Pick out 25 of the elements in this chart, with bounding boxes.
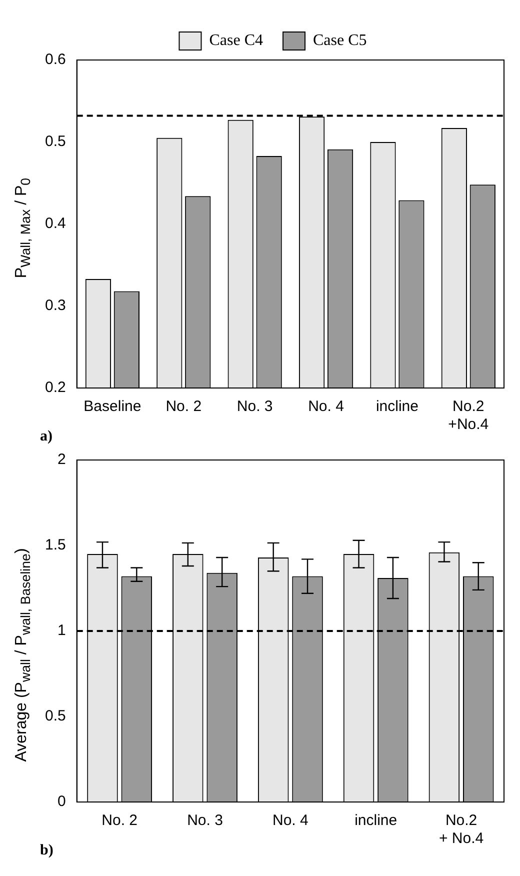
text: a) xyxy=(40,428,52,444)
y-tick-label: 2 xyxy=(58,451,66,468)
x-tick-label: No. 3 xyxy=(236,398,273,416)
y-tick-label: 0.6 xyxy=(44,51,66,68)
x-tick-label: No.2 + No.4 xyxy=(438,812,484,848)
y-tick-label: 0.2 xyxy=(44,379,66,396)
y-tick-label: 1 xyxy=(58,622,66,640)
x-tick-label: No. 2 xyxy=(166,398,202,416)
x-tick-label: No. 2 xyxy=(102,812,138,830)
x-tick-label: No. 4 xyxy=(272,812,308,830)
x-tick-label: incline xyxy=(354,812,398,830)
legend-label: Case C5 xyxy=(313,32,367,50)
y-tick-label: 1.5 xyxy=(44,536,66,554)
y-tick-label: 0.3 xyxy=(44,297,66,314)
x-tick-label: No. 4 xyxy=(308,398,344,416)
x-tick-label: No. 3 xyxy=(187,812,223,830)
x-tick-label: No.2 +No.4 xyxy=(448,398,489,434)
y-tick-label: 0.5 xyxy=(44,133,66,150)
legend-label: Case C4 xyxy=(209,32,264,50)
y-tick-label: 0 xyxy=(58,793,66,810)
y-tick-label: 0.4 xyxy=(44,215,66,232)
text: b) xyxy=(40,842,54,858)
y-tick-label: 0.5 xyxy=(44,708,66,725)
x-tick-label: incline xyxy=(376,398,418,416)
x-tick-label: Baseline xyxy=(84,398,142,416)
